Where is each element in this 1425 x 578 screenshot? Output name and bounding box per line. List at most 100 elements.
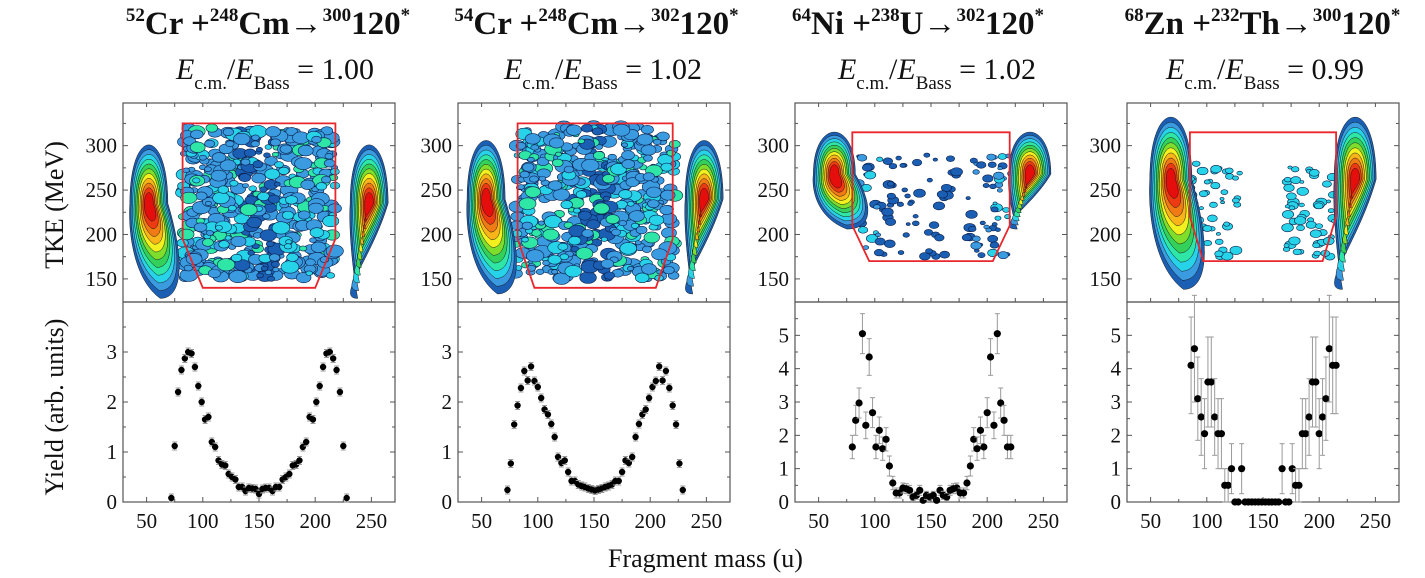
heatmap-cell <box>285 239 293 245</box>
heatmap-cell <box>586 219 601 230</box>
heatmap-cell <box>600 236 608 242</box>
heatmap-cell <box>1282 210 1295 219</box>
heatmap-cell <box>560 200 573 210</box>
heatmap-cell <box>537 220 545 226</box>
yield-tick-label: 3 <box>1111 390 1122 414</box>
tke-tick-label: 250 <box>86 178 118 202</box>
data-point <box>629 453 636 461</box>
data-point <box>534 383 542 391</box>
heatmap-cell <box>575 190 588 199</box>
data-point <box>662 367 670 375</box>
data-point <box>862 421 870 429</box>
heatmap-cell <box>248 185 257 192</box>
plus-sign: + <box>844 6 872 42</box>
heatmap-cell <box>178 228 195 241</box>
heatmap-cell <box>919 252 931 261</box>
heatmap-cell <box>989 183 997 190</box>
heatmap-cell <box>198 154 207 161</box>
heatmap-cell <box>926 177 933 183</box>
contour-level <box>829 164 842 189</box>
tke-tick-label: 150 <box>86 267 118 291</box>
heatmap-cell <box>529 175 539 183</box>
heatmap-cell <box>281 210 295 220</box>
heatmap-cell <box>264 168 281 180</box>
mass-tick-label: 100 <box>1191 509 1223 533</box>
heatmap-cell <box>660 189 676 201</box>
data-point <box>875 426 883 434</box>
heatmap-cell <box>272 266 280 273</box>
data-point <box>1278 465 1286 473</box>
tke-mass-heatmap <box>812 131 1052 263</box>
data-point <box>329 355 337 362</box>
mass-tick-label: 50 <box>808 509 829 533</box>
heatmap-cell <box>932 157 938 162</box>
heatmap-cell <box>233 132 251 146</box>
data-point <box>1285 498 1293 506</box>
heatmap-cell <box>899 163 907 168</box>
data-point <box>1315 430 1323 438</box>
heatmap-cell <box>1322 180 1332 188</box>
plus-sign: + <box>182 6 210 42</box>
tke-tick-label: 200 <box>1090 222 1122 246</box>
data-point <box>1211 413 1219 421</box>
data-point <box>980 443 988 451</box>
heatmap-cell <box>257 192 270 202</box>
heatmap-cell <box>936 190 948 199</box>
data-point <box>1325 345 1333 353</box>
heatmap-cell <box>238 173 251 183</box>
heatmap-cell <box>612 124 631 137</box>
ratio-value: = 1.00 <box>297 53 375 86</box>
heatmap-cell <box>309 227 325 238</box>
heatmap-cell <box>563 165 575 174</box>
heatmap-cell <box>1315 223 1323 229</box>
heatmap-cell <box>923 152 931 158</box>
heatmap-cell <box>267 275 276 282</box>
data-point <box>309 416 317 423</box>
heatmap-cell <box>262 213 271 220</box>
data-point <box>855 399 863 407</box>
heatmap-cell <box>578 210 592 221</box>
heatmap-cell <box>647 199 660 209</box>
quasi-fission-peak <box>1008 132 1052 230</box>
heatmap-cell <box>244 148 257 158</box>
compound-mass-number: 302 <box>956 5 985 26</box>
yield-tick-label: 4 <box>1111 357 1122 381</box>
data-point <box>1217 430 1226 438</box>
heatmap-cell <box>326 272 335 279</box>
heatmap-cell <box>1232 175 1239 181</box>
heatmap-cell <box>643 154 653 162</box>
heatmap-cell <box>607 153 617 161</box>
heatmap-cell <box>994 227 1001 232</box>
mass-tick-label: 250 <box>691 509 723 533</box>
heatmap-cell <box>652 138 662 146</box>
heatmap-cell <box>1196 166 1209 176</box>
ratio-value: = 1.02 <box>959 53 1037 86</box>
heatmap-cell <box>1219 197 1225 201</box>
tke-tick-label: 150 <box>758 267 790 291</box>
data-point <box>316 382 323 390</box>
heatmap-cell <box>548 180 563 191</box>
heatmap-cell <box>1326 199 1332 204</box>
projectile-symbol: Zn <box>1143 6 1184 42</box>
data-point <box>879 445 887 453</box>
heatmap-cell <box>222 128 234 137</box>
data-point <box>517 384 525 392</box>
yield-plot-frame <box>457 301 731 503</box>
heatmap-cell <box>524 133 541 145</box>
excited-star: * <box>400 5 411 26</box>
contour-level <box>144 192 157 222</box>
heatmap-cell <box>905 222 911 226</box>
ratio-value: = 0.99 <box>1287 53 1365 86</box>
heatmap-cell <box>548 137 565 149</box>
heatmap-cell <box>934 234 945 242</box>
heatmap-cell <box>994 215 1002 221</box>
data-point <box>1295 481 1303 489</box>
heatmap-cell <box>552 188 570 201</box>
quasi-fission-peak <box>349 144 389 299</box>
heatmap-cell <box>521 221 533 230</box>
panel-1: 150 200 250 300 0 1 2 3 50 100 150 200 250 <box>86 102 396 533</box>
heatmap-cell <box>264 269 273 275</box>
yield-tick-label: 1 <box>779 457 790 481</box>
heatmap-cell <box>972 169 980 175</box>
data-point <box>1234 498 1242 506</box>
